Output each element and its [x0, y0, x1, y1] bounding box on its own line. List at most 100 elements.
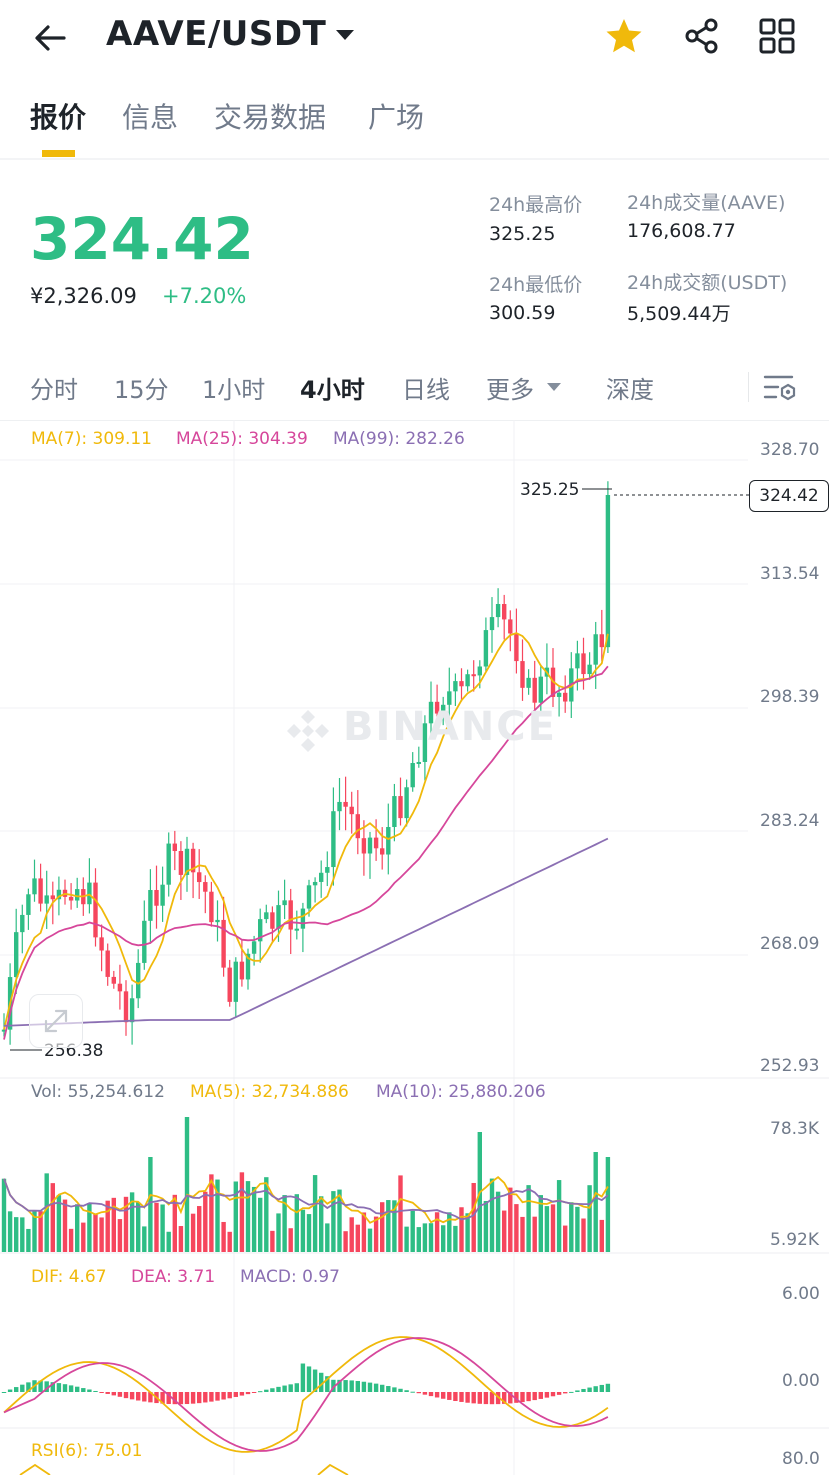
volume-bar [178, 1226, 184, 1252]
ma7-line [3, 632, 609, 1030]
macd-bar [245, 1392, 251, 1395]
candle [251, 941, 257, 954]
macd-bar [75, 1386, 80, 1392]
volume-bar [44, 1173, 49, 1252]
macd-bar [111, 1392, 116, 1396]
tf-1d[interactable]: 日线 [402, 376, 450, 404]
macd-axis-label: 6.00 [782, 1284, 820, 1304]
macd-bar [197, 1392, 202, 1404]
macd-bar [215, 1392, 220, 1401]
tab-trade-data[interactable]: 交易数据 [214, 101, 327, 134]
macd-bar [526, 1392, 531, 1402]
macd-bar [56, 1383, 62, 1392]
tf-4h[interactable]: 4小时 [300, 376, 365, 404]
zoom-button[interactable] [29, 994, 83, 1048]
volume-bar [172, 1194, 177, 1252]
candle [288, 900, 293, 930]
candle [465, 674, 470, 687]
volume-bar [203, 1191, 208, 1252]
tf-1h[interactable]: 1小时 [202, 376, 266, 404]
candle [233, 961, 238, 1002]
candle [87, 882, 92, 905]
volume-bar [136, 1202, 141, 1252]
tf-depth[interactable]: 深度 [606, 376, 654, 404]
macd-bar [520, 1392, 525, 1403]
macd-axis-label: 0.00 [782, 1371, 820, 1391]
macd-bar [38, 1380, 43, 1392]
candle [599, 634, 604, 648]
volume-bar [190, 1213, 196, 1252]
volume-bar [276, 1213, 281, 1252]
price-axis-label: 328.70 [760, 440, 820, 460]
ma99-label: MA(99): 282.26 [333, 429, 465, 449]
candle [26, 894, 31, 915]
macd-bar [459, 1392, 464, 1402]
macd-bar [264, 1389, 269, 1392]
volume-bar [197, 1206, 202, 1252]
chevron-down-icon[interactable] [547, 383, 561, 391]
volume-bar [453, 1225, 458, 1252]
candle [14, 932, 19, 978]
macd-bar [447, 1392, 452, 1400]
macd-label: MACD: 0.97 [240, 1267, 340, 1287]
grid-icon[interactable] [757, 16, 797, 56]
ma25-label: MA(25): 304.39 [176, 429, 308, 449]
volume-bar [349, 1217, 354, 1252]
last-price-tag[interactable]: 324.42 [749, 480, 829, 512]
chevron-down-icon[interactable] [336, 30, 354, 40]
volume-bar [532, 1216, 537, 1252]
volume-bar [282, 1195, 287, 1252]
pair-title[interactable]: AAVE/USDT [106, 14, 327, 54]
star-icon[interactable] [604, 16, 644, 56]
volume-bar [56, 1195, 62, 1252]
tab-info[interactable]: 信息 [122, 101, 179, 134]
candle [325, 867, 330, 873]
macd-bar [422, 1392, 428, 1395]
volume-bar [32, 1210, 37, 1252]
volume-bar [386, 1200, 391, 1252]
macd-bar [221, 1392, 226, 1400]
tab-quote[interactable]: 报价 [30, 101, 87, 134]
macd-bar [68, 1385, 74, 1392]
turnover-label: 24h成交额(USDT) [627, 272, 788, 294]
volume-bar [483, 1201, 489, 1252]
volume-bar [123, 1196, 129, 1252]
tab-square[interactable]: 广场 [368, 101, 425, 134]
volume-bar [312, 1175, 318, 1252]
tf-15m[interactable]: 15分 [114, 376, 169, 404]
volume-bar [93, 1213, 98, 1252]
tf-more[interactable]: 更多 [486, 376, 534, 404]
low-label: 24h最低价 [489, 274, 583, 296]
macd-bar [569, 1391, 574, 1393]
macd-bar [605, 1383, 611, 1392]
macd-bar [184, 1392, 190, 1405]
candle [172, 843, 177, 852]
volume-bar [306, 1214, 312, 1252]
macd-bar [7, 1389, 13, 1392]
back-arrow-icon[interactable] [30, 18, 70, 58]
volume-bar [75, 1204, 80, 1252]
price-chart[interactable] [0, 420, 829, 1475]
candle [538, 676, 543, 703]
volume-bar [239, 1172, 245, 1252]
macd-bar [160, 1392, 165, 1404]
candle [276, 905, 281, 929]
volume-bar [129, 1192, 135, 1252]
macd-bar [392, 1387, 397, 1392]
tf-time[interactable]: 分时 [30, 376, 78, 404]
volume-bar [319, 1196, 324, 1252]
candle [563, 692, 568, 702]
macd-bar [300, 1363, 306, 1392]
candle [166, 843, 171, 885]
macd-bar [172, 1392, 177, 1405]
chart-settings-icon[interactable] [762, 370, 798, 406]
volume-bar [68, 1228, 74, 1252]
macd-bar [178, 1392, 184, 1405]
macd-bar [386, 1386, 391, 1392]
macd-bar [355, 1381, 360, 1392]
candle [410, 763, 415, 788]
share-icon[interactable] [682, 16, 722, 56]
macd-bar [373, 1383, 379, 1392]
volume-bar [361, 1212, 367, 1252]
macd-bar [209, 1392, 214, 1402]
